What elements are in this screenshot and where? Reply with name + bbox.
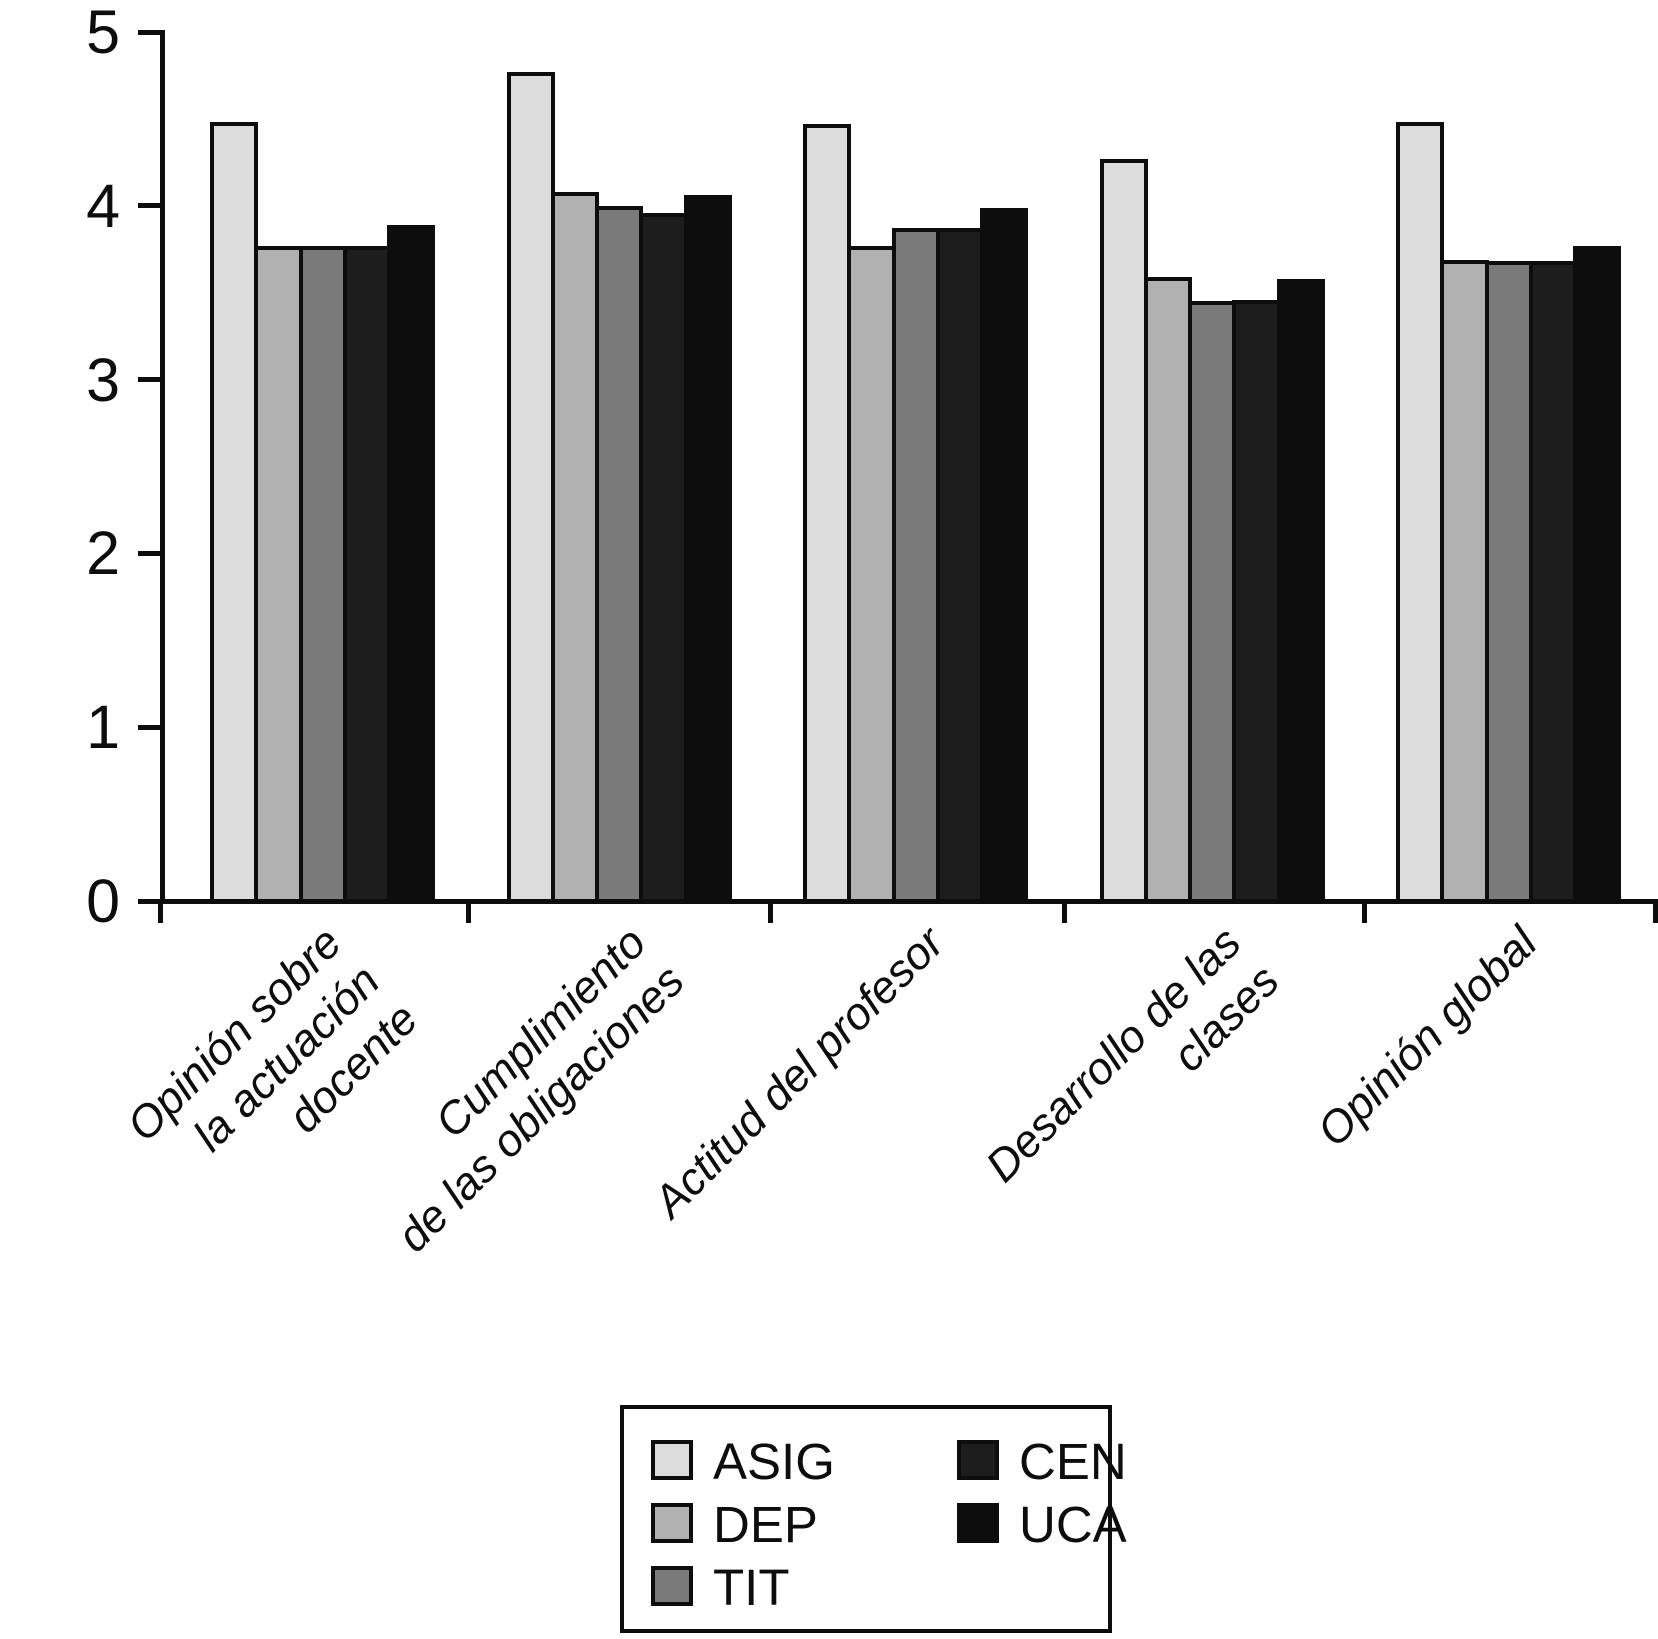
legend-label-asig: ASIG <box>713 1433 835 1490</box>
x-category-label-2: Cumplimiento de las obligaciones <box>348 916 695 1263</box>
y-axis-line <box>160 30 165 904</box>
bar-asig-group4 <box>1099 158 1148 903</box>
bar-uca-group5 <box>1573 245 1622 903</box>
y-tick-4 <box>138 203 160 209</box>
x-category-label-4: Desarrollo de las clases <box>975 916 1290 1231</box>
bar-tit-group3 <box>891 228 940 903</box>
legend-label-dep: DEP <box>713 1496 818 1553</box>
bar-uca-group1 <box>387 224 436 903</box>
bar-cen-group2 <box>639 212 688 903</box>
bar-tit-group4 <box>1188 301 1237 903</box>
y-tick-label-2: 2 <box>86 519 120 588</box>
legend-box: ASIG DEP TIT CEN UCA <box>620 1405 1127 1633</box>
y-tick-label-1: 1 <box>86 693 120 762</box>
bar-dep-group5 <box>1440 259 1489 903</box>
y-tick-label-0: 0 <box>86 867 120 935</box>
legend-label-tit: TIT <box>713 1559 790 1616</box>
bar-tit-group5 <box>1484 261 1533 903</box>
x-tick-3 <box>1061 899 1067 923</box>
y-tick-2 <box>138 550 160 556</box>
bar-cen-group3 <box>935 228 985 903</box>
x-category-label-5: Opinión global <box>1306 916 1548 1158</box>
x-tick-5 <box>1652 899 1658 923</box>
bar-dep-group2 <box>550 191 600 903</box>
legend-swatch-dep <box>651 1503 693 1543</box>
bar-uca-group4 <box>1276 278 1325 903</box>
bar-cen-group4 <box>1232 299 1281 903</box>
x-tick-4 <box>1361 899 1367 923</box>
x-tick-2 <box>767 899 773 923</box>
bar-dep-group1 <box>254 245 303 903</box>
bar-uca-group3 <box>980 207 1029 903</box>
bar-tit-group1 <box>298 245 347 903</box>
bar-dep-group3 <box>847 245 896 903</box>
y-tick-label-5: 5 <box>86 0 120 66</box>
bar-dep-group4 <box>1143 277 1193 903</box>
legend-label-cen: CEN <box>1019 1433 1127 1490</box>
y-tick-5 <box>138 29 160 35</box>
x-tick-0 <box>157 899 163 923</box>
y-tick-0 <box>138 898 160 904</box>
legend-swatch-uca <box>957 1503 999 1543</box>
y-tick-1 <box>138 724 160 730</box>
y-tick-label-4: 4 <box>86 171 120 240</box>
legend-label-uca: UCA <box>1019 1496 1127 1553</box>
legend-swatch-asig <box>651 1440 693 1480</box>
y-tick-3 <box>138 377 160 383</box>
bar-asig-group1 <box>210 122 259 903</box>
y-tick-label-3: 3 <box>86 345 120 414</box>
bar-asig-group3 <box>803 124 852 903</box>
legend-swatch-cen <box>957 1440 999 1480</box>
bar-tit-group2 <box>595 205 644 903</box>
bar-asig-group5 <box>1396 122 1445 903</box>
bar-cen-group5 <box>1528 261 1578 903</box>
x-tick-1 <box>465 899 471 923</box>
x-category-label-5-line-1: Opinión global <box>1306 916 1547 1157</box>
legend-swatch-tit <box>651 1566 693 1606</box>
bar-asig-group2 <box>506 71 555 903</box>
x-category-label-3: Actitud del profesor <box>643 916 955 1228</box>
bar-uca-group2 <box>683 195 732 903</box>
x-category-label-3-line-1: Actitud del profesor <box>643 916 954 1227</box>
bar-cen-group1 <box>342 245 392 903</box>
